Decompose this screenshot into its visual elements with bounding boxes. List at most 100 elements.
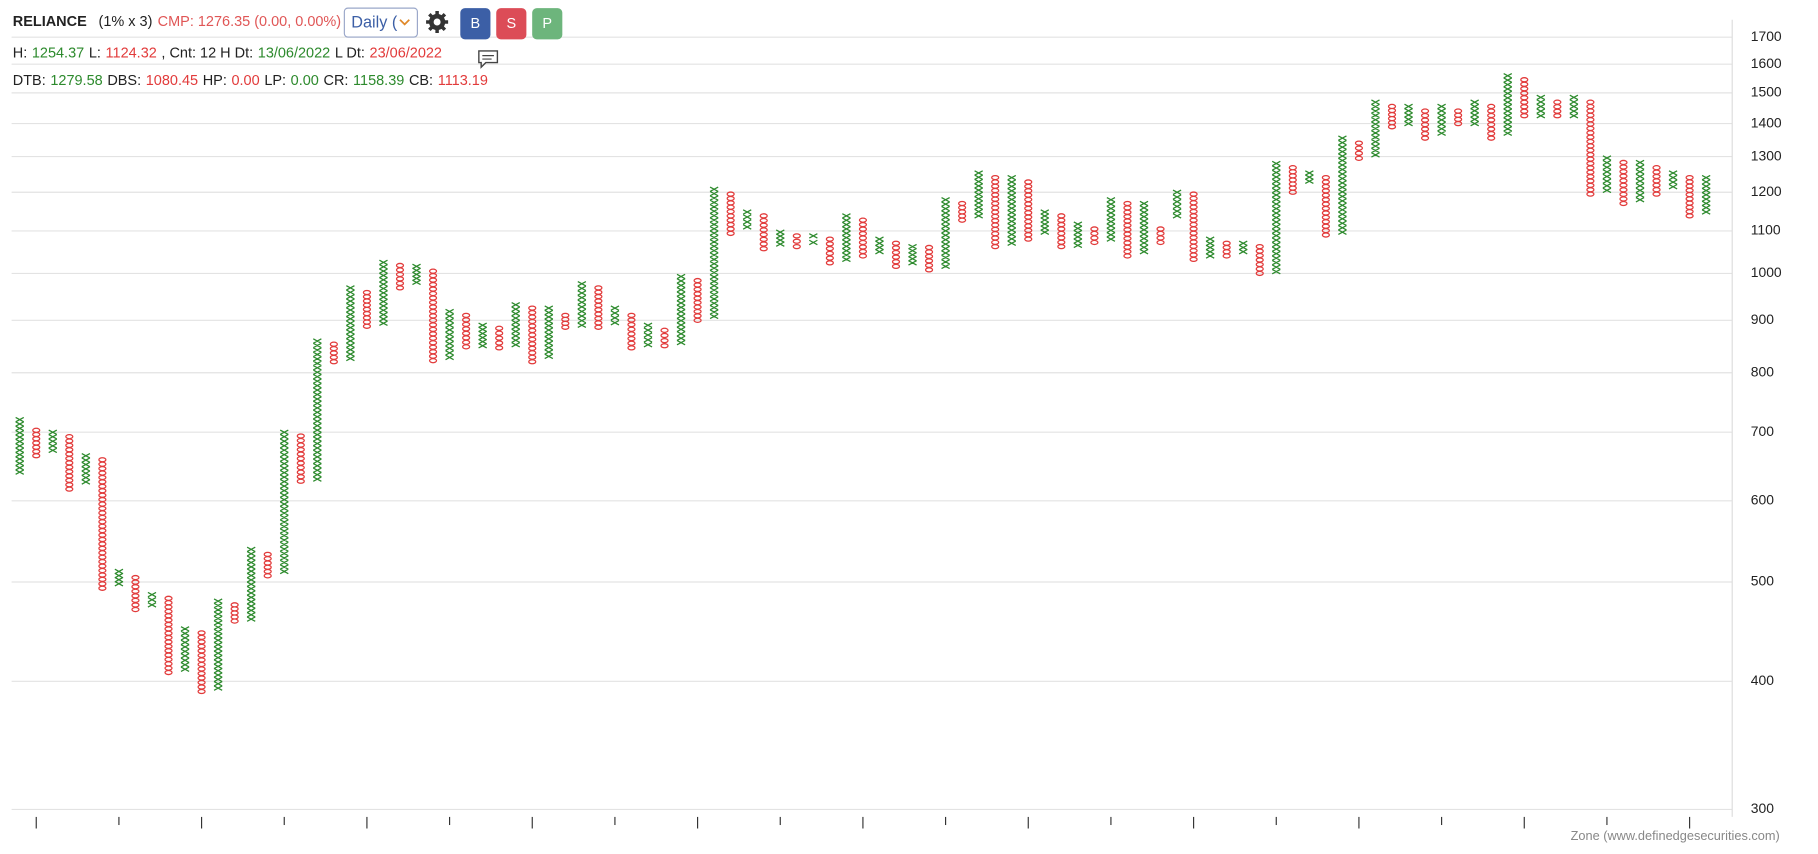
x-column: [1536, 94, 1546, 119]
stats-line: H: 1254.37 L: 1124.32, Cnt: 12 H Dt: 13/06/2…: [13, 45, 442, 61]
stat-label: LP:: [264, 73, 286, 89]
x-column: [544, 305, 554, 360]
x-column: [1338, 135, 1347, 235]
interval-select[interactable]: Daily (: [343, 7, 418, 38]
grid: [11, 36, 1733, 811]
o-column: [1123, 200, 1132, 259]
o-column: [1685, 174, 1694, 219]
y-tick-label: 800: [1751, 363, 1774, 379]
y-tick-label: 500: [1751, 573, 1774, 589]
o-column: [594, 285, 603, 330]
stat-label: HP:: [203, 73, 227, 89]
footer: Zone (www.definedgesecurities.com): [1571, 828, 1780, 843]
stat-value: 1113.19: [438, 73, 488, 89]
stat-value: 0.00: [232, 73, 260, 89]
o-column: [858, 217, 868, 259]
button[interactable]: [460, 8, 491, 40]
o-column: [1024, 179, 1033, 242]
button-label[interactable]: S: [506, 16, 516, 32]
x-column: [1404, 103, 1413, 127]
x-column: [1602, 155, 1612, 194]
x-column: [1371, 99, 1380, 158]
x-column: [908, 243, 917, 266]
x-column: [643, 322, 653, 348]
y-tick-label: 900: [1751, 311, 1774, 327]
cmp: CMP: 1276.35 (0.00, 0.00%): [158, 14, 341, 30]
o-column: [1189, 191, 1198, 263]
stat-value: 1158.39: [353, 73, 404, 89]
o-column: [1553, 99, 1562, 119]
x-column: [709, 186, 719, 320]
button[interactable]: [532, 8, 563, 40]
o-column: [1420, 108, 1430, 141]
x-column: [412, 263, 421, 286]
x-column: [445, 308, 454, 361]
x-column: [676, 273, 686, 346]
button-label[interactable]: P: [542, 16, 552, 32]
y-tick-label: 1400: [1751, 114, 1782, 130]
button[interactable]: [496, 8, 527, 40]
x-column: [775, 229, 785, 247]
o-column: [362, 289, 372, 329]
stat-label: H:: [13, 45, 27, 61]
x-column: [1238, 240, 1248, 255]
o-column: [263, 551, 272, 579]
y-tick-label: 1100: [1751, 222, 1781, 238]
o-column: [924, 244, 934, 273]
x-column: [1271, 160, 1281, 275]
o-column: [1652, 165, 1661, 197]
x-column: [1007, 174, 1017, 247]
stat-value: 23/06/2022: [370, 45, 442, 61]
o-column: [561, 312, 570, 330]
gear-teeth[interactable]: [422, 6, 453, 37]
columns: [15, 72, 1711, 695]
x-column: [81, 452, 91, 485]
params: (1% x 3): [99, 14, 153, 30]
bubble[interactable]: [478, 50, 499, 69]
stats-line: DTB: 1279.58 DBS: 1080.45 HP: 0.00 LP: 0.00 CR: 1…: [13, 73, 488, 89]
x-column: [279, 429, 289, 575]
o-column: [462, 312, 471, 350]
x-column: [1040, 209, 1050, 235]
interval[interactable]: Daily (: [351, 13, 398, 31]
stat-label: DBS:: [107, 73, 141, 89]
o-column: [1520, 77, 1529, 119]
o-column: [1057, 213, 1066, 250]
chevron[interactable]: [399, 19, 410, 26]
x-column: [842, 213, 851, 263]
o-column: [726, 191, 735, 237]
o-column: [32, 427, 41, 459]
o-column: [131, 574, 140, 613]
symbol: RELIANCE: [13, 14, 87, 30]
x-column: [1437, 103, 1446, 137]
comment-icon[interactable]: [478, 50, 499, 69]
o-column: [65, 434, 74, 492]
o-column: [1255, 243, 1264, 277]
stat-label: CR:: [323, 73, 348, 89]
o-column: [296, 433, 305, 484]
o-column: [891, 240, 901, 269]
y-tick-label: 1700: [1751, 28, 1782, 44]
x-column: [346, 285, 355, 362]
button-label[interactable]: B: [471, 16, 481, 32]
o-column: [825, 236, 834, 266]
stat-value: 0.00: [291, 73, 319, 89]
x-column: [1139, 200, 1149, 255]
o-column: [958, 200, 967, 223]
select-box[interactable]: [343, 7, 418, 38]
x-column: [742, 209, 752, 230]
settings-icon[interactable]: [422, 6, 453, 37]
y-tick-label: 600: [1751, 492, 1774, 508]
x-column: [312, 338, 322, 482]
o-column: [1619, 159, 1628, 207]
bubble-lines[interactable]: [482, 55, 494, 60]
o-column: [1222, 240, 1231, 259]
o-column: [1454, 108, 1463, 127]
x-column: [875, 236, 884, 255]
o-column: [197, 630, 206, 695]
y-tick-label: 300: [1751, 800, 1774, 816]
gear-hole[interactable]: [433, 18, 441, 26]
